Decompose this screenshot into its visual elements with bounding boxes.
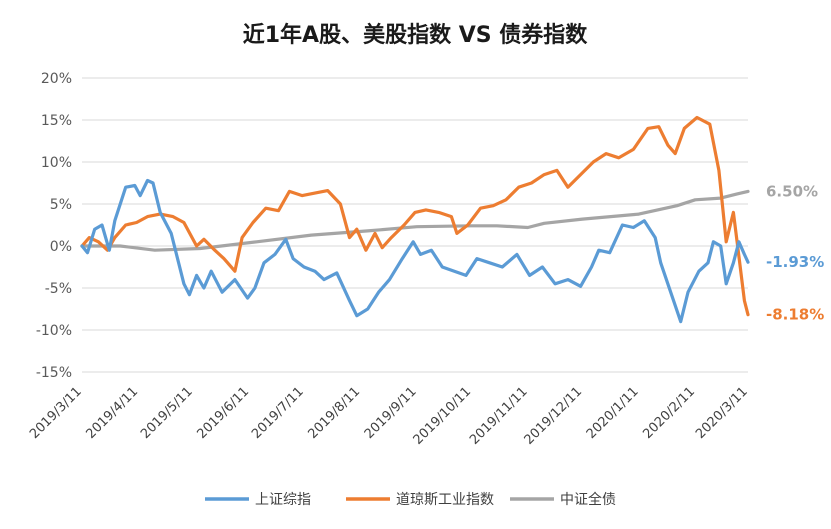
x-tick-label: 2019/9/11: [362, 384, 420, 442]
series-end-label: 6.50%: [766, 182, 818, 200]
series-end-label: -1.93%: [766, 253, 824, 271]
y-tick-label: 15%: [41, 113, 72, 129]
legend-label: 中证全债: [560, 491, 616, 508]
series-lines: [80, 115, 750, 324]
legend-label: 上证综指: [255, 492, 311, 508]
x-tick-label: 2019/5/11: [138, 384, 196, 442]
x-tick-label: 2019/7/11: [249, 384, 307, 442]
end-labels: -1.93% -8.18% 6.50%: [766, 182, 824, 323]
y-tick-label: 0%: [50, 239, 72, 255]
x-tick-label: 2019/4/11: [83, 384, 141, 442]
x-tick-label: 2020/1/11: [584, 384, 642, 442]
x-tick-label: 2019/6/11: [194, 384, 252, 442]
y-tick-label: -5%: [45, 281, 72, 297]
x-tick-label: 2019/11/11: [467, 384, 531, 448]
y-tick-label: 20%: [41, 71, 72, 87]
x-tick-label: 2019/12/11: [522, 384, 586, 448]
y-tick-label: 10%: [41, 155, 72, 171]
legend-label: 道琼斯工业指数: [396, 492, 494, 508]
series-line: [80, 115, 750, 317]
legend: 上证综指 道琼斯工业指数 中证全债: [205, 491, 616, 508]
x-tick-label: 2019/8/11: [305, 384, 363, 442]
x-tick-label: 2020/3/11: [693, 384, 751, 442]
series-end-label: -8.18%: [766, 306, 824, 324]
chart-title: 近1年A股、美股指数 VS 债券指数: [243, 22, 589, 48]
series-line: [80, 178, 750, 324]
y-tick-label: -15%: [36, 365, 72, 381]
y-tick-label: -10%: [36, 323, 72, 339]
series-line: [80, 189, 750, 252]
x-axis-ticks: 2019/3/112019/4/112019/5/112019/6/112019…: [27, 384, 751, 448]
y-axis-ticks: 20% 15% 10% 5% 0% -5% -10% -15%: [36, 71, 72, 381]
y-tick-label: 5%: [50, 197, 72, 213]
x-tick-label: 2020/2/11: [640, 384, 698, 442]
x-tick-label: 2019/3/11: [27, 384, 85, 442]
x-tick-label: 2019/10/11: [411, 384, 475, 448]
